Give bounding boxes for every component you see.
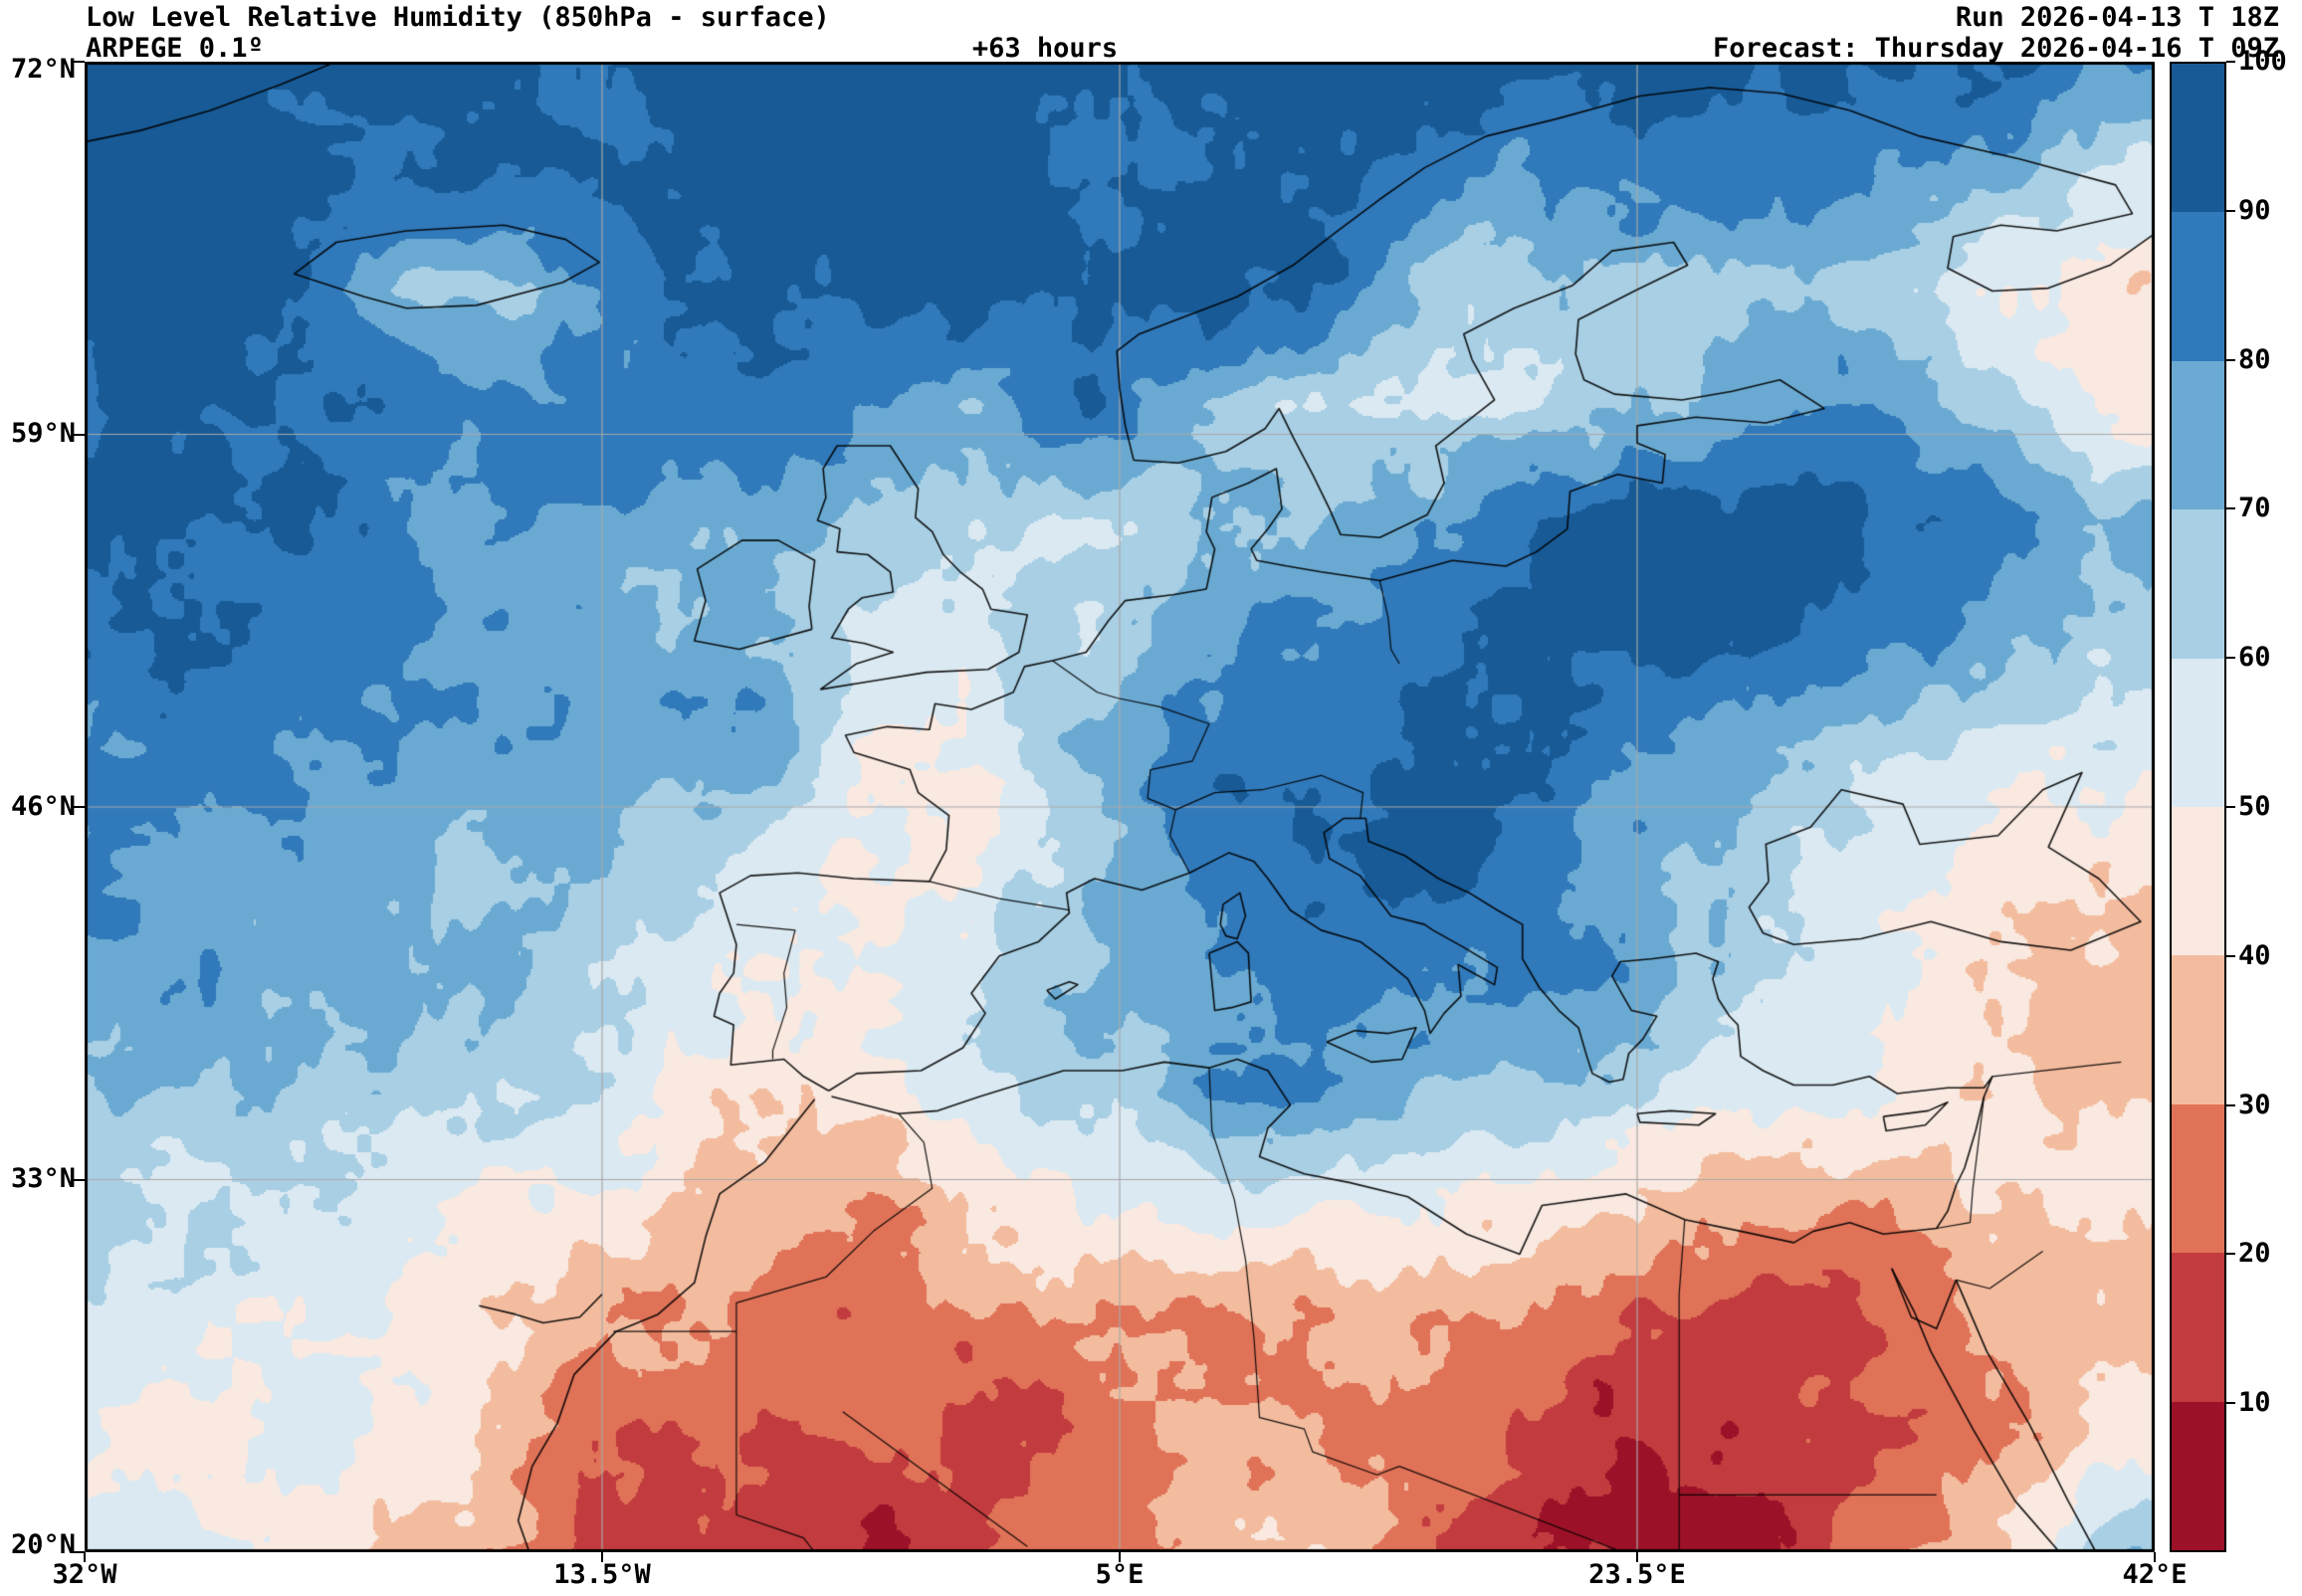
y-tick-label: 59°N [10, 418, 76, 449]
colorbar-tick-label: 80 [2238, 344, 2271, 375]
colorbar-tick-label: 10 [2238, 1387, 2271, 1418]
y-axis-tick [74, 433, 85, 436]
x-tick-label: 13.5°W [553, 1559, 651, 1590]
colorbar-segment [2172, 1401, 2224, 1551]
colorbar-segment [2172, 955, 2224, 1104]
lead-time-label: +63 hours [971, 33, 1119, 64]
colorbar-tick-label: 30 [2238, 1090, 2271, 1120]
colorbar-tick [2226, 358, 2235, 361]
colorbar-tick [2226, 806, 2235, 808]
colorbar [2170, 62, 2226, 1552]
y-axis-tick [74, 1551, 85, 1553]
x-axis-tick [1636, 1552, 1638, 1562]
map-canvas [85, 62, 2155, 1552]
x-axis-tick [84, 1552, 86, 1562]
x-tick-label: 5°E [1095, 1559, 1145, 1590]
x-tick-label: 23.5°E [1588, 1559, 1686, 1590]
y-tick-label: 72°N [10, 54, 76, 85]
y-axis-tick [74, 806, 85, 808]
colorbar-tick-label: 50 [2238, 791, 2271, 822]
forecast-label: Forecast: Thursday 2026-04-16 T 09Z [1713, 33, 2279, 64]
x-tick-label: 42°E [2122, 1559, 2188, 1590]
colorbar-tick-label: 70 [2238, 493, 2271, 523]
x-tick-label: 32°W [52, 1559, 117, 1590]
colorbar-tick [2226, 1103, 2235, 1106]
x-axis-tick [601, 1552, 603, 1562]
colorbar-tick-label: 90 [2238, 195, 2271, 226]
y-axis-tick [74, 1178, 85, 1181]
run-label: Run 2026-04-13 T 18Z [1955, 2, 2279, 33]
colorbar-segment [2172, 807, 2224, 956]
colorbar-tick [2226, 1253, 2235, 1256]
colorbar-segment [2172, 212, 2224, 361]
y-axis-tick [74, 61, 85, 63]
colorbar-segment [2172, 1253, 2224, 1402]
x-axis-tick [1119, 1552, 1121, 1562]
colorbar-tick [2226, 209, 2235, 212]
chart-title: Low Level Relative Humidity (850hPa - su… [86, 2, 830, 33]
y-tick-label: 46°N [10, 791, 76, 822]
colorbar-tick [2226, 507, 2235, 510]
colorbar-segment [2172, 64, 2224, 213]
colorbar-tick-label: 40 [2238, 940, 2271, 971]
colorbar-tick [2226, 1402, 2235, 1405]
y-tick-label: 33°N [10, 1163, 76, 1194]
colorbar-segment [2172, 509, 2224, 659]
colorbar-tick-label: 20 [2238, 1238, 2271, 1269]
model-label: ARPEGE 0.1º [86, 33, 264, 64]
colorbar-tick [2226, 61, 2235, 63]
colorbar-tick-label: 100 [2238, 46, 2287, 77]
colorbar-segment [2172, 658, 2224, 808]
colorbar-tick-label: 60 [2238, 642, 2271, 673]
colorbar-tick [2226, 954, 2235, 957]
colorbar-segment [2172, 360, 2224, 510]
y-tick-label: 20°N [10, 1529, 76, 1560]
x-axis-tick [2154, 1552, 2156, 1562]
colorbar-segment [2172, 1103, 2224, 1254]
colorbar-tick [2226, 657, 2235, 660]
